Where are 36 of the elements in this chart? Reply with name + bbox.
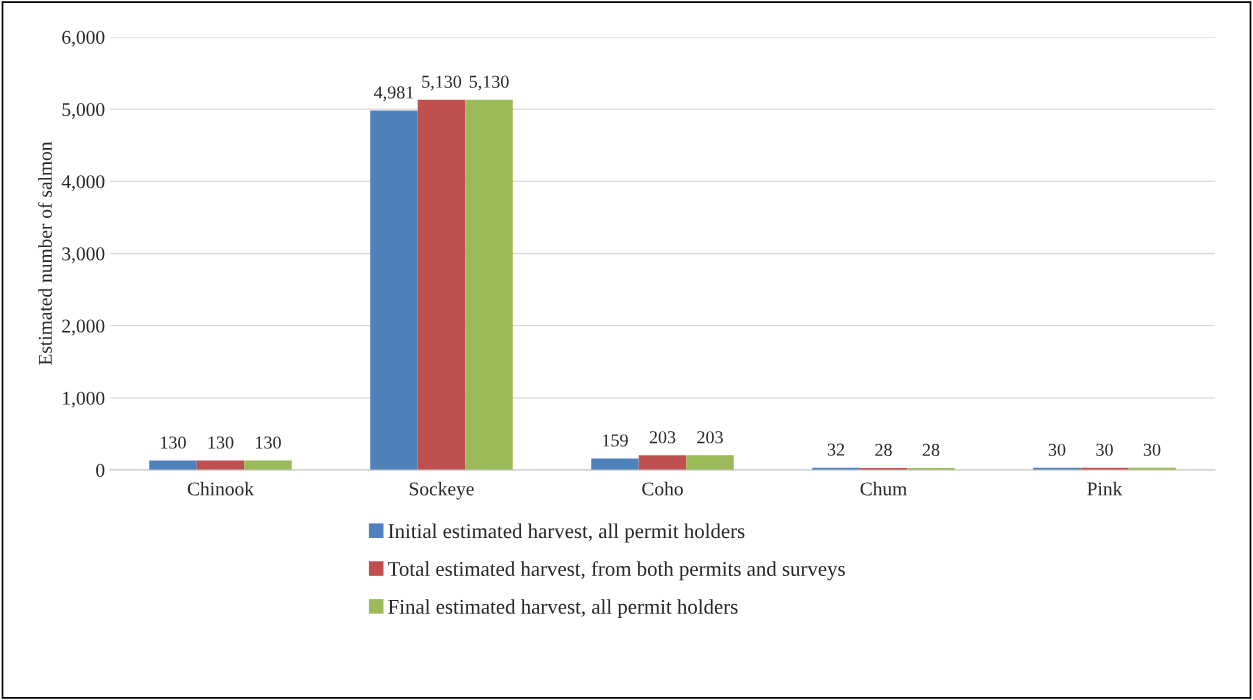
bar (417, 99, 466, 470)
data-label: 130 (208, 436, 234, 449)
bar (370, 110, 418, 470)
y-tick-label: 0 (96, 463, 105, 477)
x-tick-label: Chum (860, 481, 907, 496)
legend-label: Final estimated harvest, all permit holders (388, 599, 738, 619)
data-label: 30 (1048, 443, 1066, 456)
x-tick-label: Pink (1087, 481, 1123, 496)
y-axis-title: Estimated number of salmon (38, 141, 52, 365)
y-tick-label: 3,000 (62, 247, 105, 264)
y-tick-label: 6,000 (62, 30, 105, 47)
data-label: 5,130 (469, 75, 509, 91)
data-label: 203 (649, 431, 676, 444)
legend-label: Initial estimated harvest, all permit holders (388, 523, 745, 543)
data-label: 32 (827, 443, 845, 456)
data-label: 5,130 (422, 75, 462, 91)
data-label: 28 (922, 443, 940, 456)
data-label: 30 (1096, 443, 1113, 456)
legend-label: Total estimated harvest, from both permits and surveys (388, 561, 845, 581)
x-tick-label: Coho (642, 481, 683, 496)
data-label: 130 (161, 436, 186, 449)
bar (638, 455, 687, 470)
x-tick-label: Sockeye (409, 481, 474, 500)
y-tick-label: 5,000 (62, 102, 105, 119)
data-label: 30 (1143, 443, 1161, 456)
y-tick-label: 2,000 (62, 319, 105, 336)
bar (686, 455, 734, 470)
data-label: 4,981 (374, 86, 414, 102)
data-label: 203 (697, 431, 723, 444)
x-tick-label: Chinook (187, 481, 254, 496)
bar (465, 99, 513, 470)
y-tick-label: 1,000 (63, 391, 105, 408)
data-label: 159 (603, 434, 628, 447)
data-label: 28 (875, 443, 892, 456)
data-label: 130 (256, 436, 281, 449)
y-tick-label: 4,000 (61, 175, 105, 192)
